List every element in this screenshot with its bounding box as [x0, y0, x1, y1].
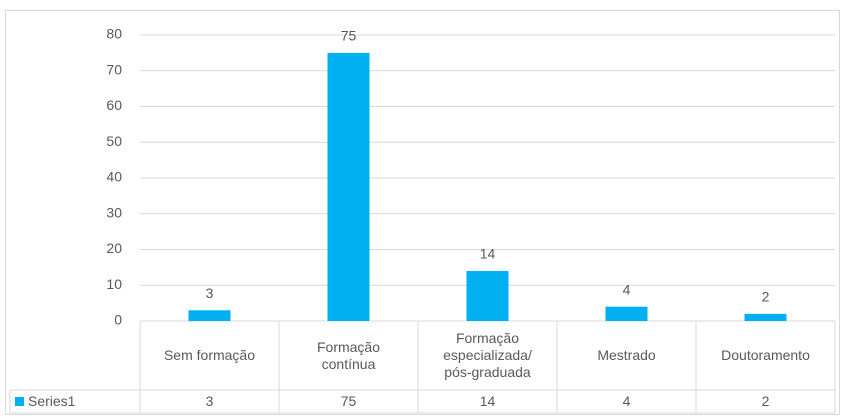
data-label: 2 — [762, 289, 770, 305]
table-value: 2 — [762, 393, 770, 409]
bar — [605, 306, 648, 321]
x-tick-label: Doutoramento — [721, 347, 810, 363]
y-tick-label: 50 — [106, 133, 122, 149]
x-tick-label: Sem formação — [163, 347, 256, 363]
table-value: 14 — [480, 393, 496, 409]
y-tick-label: 60 — [106, 97, 122, 113]
y-tick-label: 80 — [106, 26, 122, 42]
x-tick-label: Formação especializada/ pós-graduada — [443, 330, 532, 380]
x-tick-label: Formação contínua — [316, 338, 381, 372]
legend-label: Series1 — [28, 393, 76, 409]
y-tick-label: 40 — [106, 169, 122, 185]
data-label: 4 — [623, 281, 631, 297]
chart-border — [5, 10, 840, 415]
y-tick-label: 70 — [106, 61, 122, 77]
bar — [188, 310, 231, 321]
table-value: 3 — [206, 393, 214, 409]
data-label: 3 — [206, 285, 214, 301]
data-label: 14 — [480, 246, 496, 262]
table-value: 4 — [623, 393, 631, 409]
y-tick-label: 30 — [106, 204, 122, 220]
bar — [744, 313, 787, 321]
y-tick-label: 10 — [106, 276, 122, 292]
table-value: 75 — [341, 393, 357, 409]
y-tick-label: 0 — [114, 312, 122, 328]
y-tick-label: 20 — [106, 240, 122, 256]
data-label: 75 — [341, 28, 357, 44]
legend-key — [15, 397, 24, 406]
bar — [327, 52, 370, 321]
bar — [466, 270, 509, 321]
x-tick-label: Mestrado — [597, 347, 656, 363]
